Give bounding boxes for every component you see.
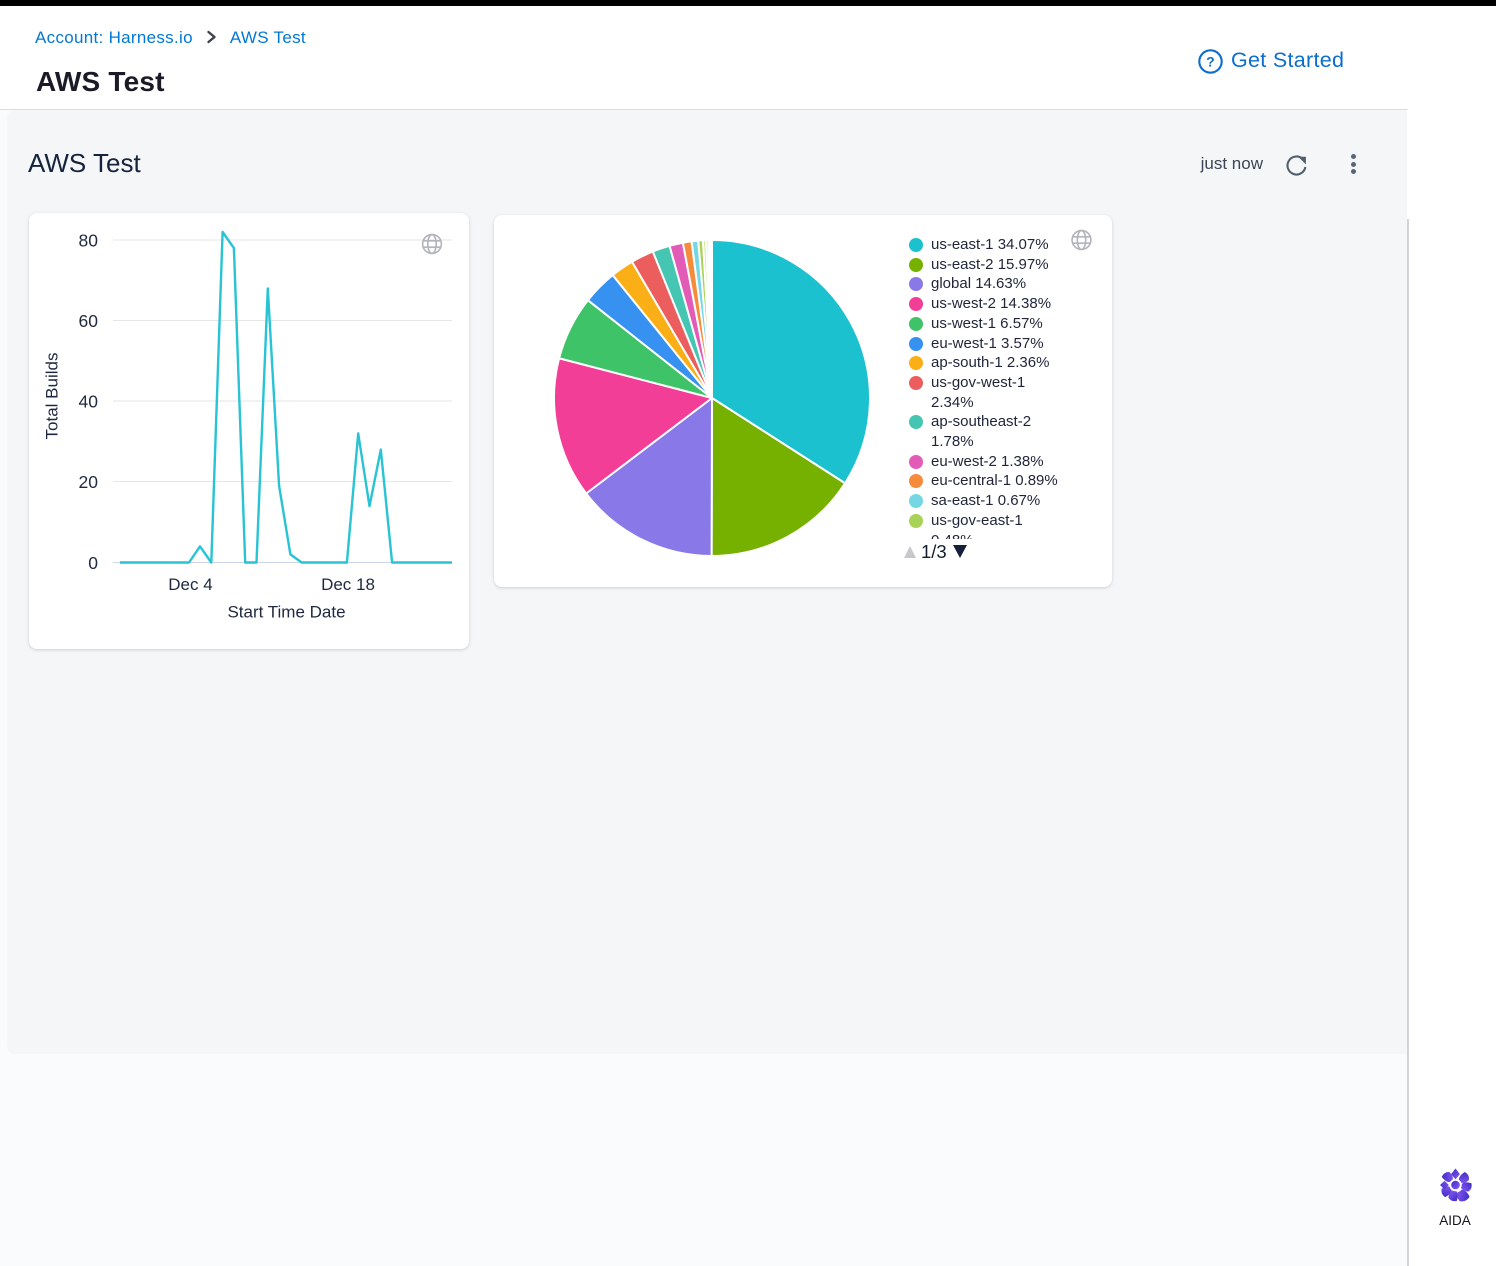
svg-text:60: 60 xyxy=(79,311,99,331)
svg-text:0: 0 xyxy=(88,553,98,573)
svg-text:?: ? xyxy=(1206,54,1215,70)
svg-text:Total Builds: Total Builds xyxy=(43,353,62,440)
svg-text:20: 20 xyxy=(79,472,99,492)
svg-text:80: 80 xyxy=(79,230,99,250)
svg-text:Start Time Date: Start Time Date xyxy=(227,603,345,622)
svg-text:40: 40 xyxy=(79,391,99,411)
svg-text:Dec 4: Dec 4 xyxy=(168,575,212,594)
svg-text:Dec 18: Dec 18 xyxy=(321,575,375,594)
